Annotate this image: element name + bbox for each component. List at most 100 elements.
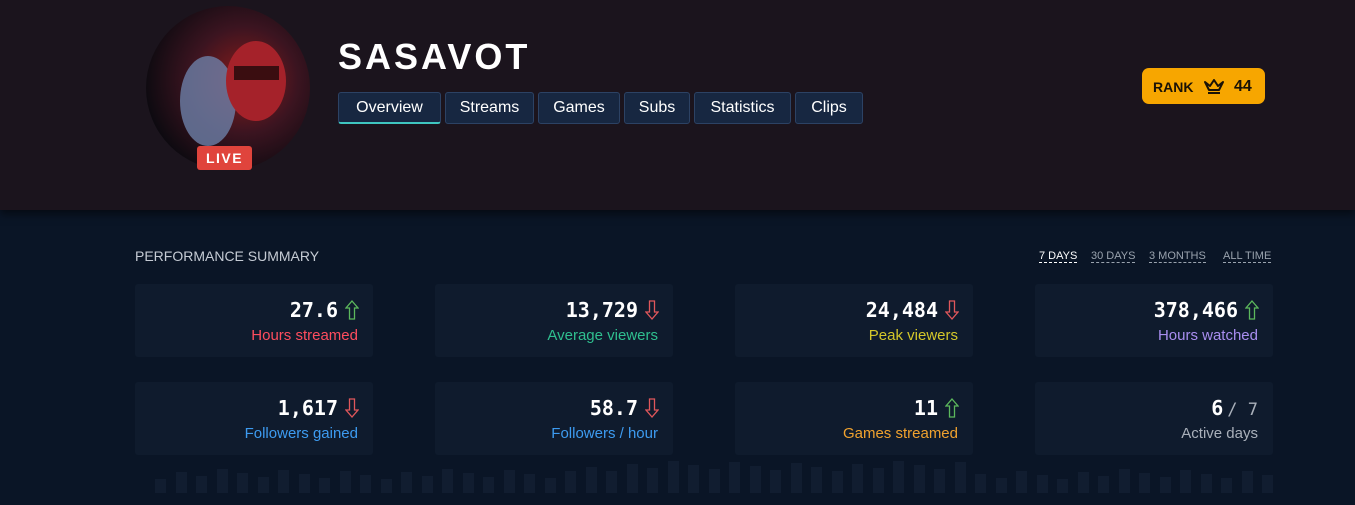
stat-label: Average viewers [547, 327, 658, 344]
rank-badge[interactable]: RANK 44 [1142, 68, 1265, 104]
background-bar [421, 476, 433, 493]
period-option[interactable]: 30 DAYS [1091, 250, 1136, 263]
background-bar [790, 463, 802, 493]
stat-number: 11 [913, 396, 938, 420]
channel-name: SASAVOT [338, 36, 531, 77]
stat-value: 11 [914, 396, 938, 420]
background-bar [893, 461, 904, 493]
background-bar [934, 469, 945, 493]
trend-down-icon [645, 300, 659, 320]
tab[interactable]: Games [538, 92, 620, 124]
stat-value: 378,466 [1154, 298, 1238, 322]
background-bar [319, 478, 330, 493]
background-bar [606, 471, 617, 493]
stat-label: Followers gained [244, 425, 358, 442]
background-bar [155, 479, 166, 493]
stat-number: 378,466 [1153, 298, 1238, 322]
rank-label: RANK [1153, 79, 1194, 95]
avatar[interactable] [146, 6, 310, 170]
background-bar [749, 466, 761, 493]
background-bar [954, 462, 966, 493]
background-bar [811, 467, 822, 493]
background-bar [770, 470, 781, 493]
background-bar [1139, 473, 1150, 493]
stat-label: Games streamed [842, 425, 958, 442]
background-bar [237, 473, 248, 493]
background-bar [1221, 478, 1232, 493]
background-bar [708, 469, 720, 493]
rank-value: 44 [1234, 78, 1252, 95]
background-bar [1159, 477, 1171, 493]
background-bar [196, 476, 207, 493]
background-bar [1262, 475, 1273, 493]
stat-card: 24,484 Peak viewers [735, 284, 973, 357]
background-bar [1016, 471, 1027, 493]
background-bar [688, 465, 699, 493]
background-bar [442, 469, 453, 493]
stat-card: 11 Games streamed [735, 382, 973, 455]
background-bar [298, 474, 310, 493]
stat-value: 13,729 [566, 298, 638, 322]
background-bar [831, 471, 843, 493]
stat-label: Peak viewers [868, 327, 958, 344]
background-bar [257, 477, 269, 493]
stat-label: Hours streamed [251, 327, 358, 344]
stat-number: 1,617 [277, 396, 338, 420]
background-bar [175, 472, 187, 493]
stat-card: 58.7 Followers / hour [435, 382, 673, 455]
background-bar [1098, 476, 1109, 493]
period-option[interactable]: 3 MONTHS [1149, 250, 1206, 263]
background-bar [1200, 474, 1212, 493]
background-bar [1036, 475, 1048, 493]
stat-value: 1,617 [278, 396, 338, 420]
background-bar [1057, 479, 1068, 493]
background-bar [1180, 470, 1191, 493]
stat-label: Followers / hour [551, 425, 658, 442]
crown-icon [1204, 79, 1224, 94]
background-bar [913, 465, 925, 493]
background-bar [483, 477, 494, 493]
stat-suffix: / 7 [1227, 400, 1258, 420]
background-bar [585, 467, 597, 493]
background-bar [647, 468, 658, 493]
background-bar [544, 478, 556, 493]
background-bar [565, 471, 576, 493]
stat-card: 1,617 Followers gained [135, 382, 373, 455]
background-bar [1241, 471, 1253, 493]
section-title: PERFORMANCE SUMMARY [135, 248, 320, 264]
stat-card: 378,466 Hours watched [1035, 284, 1273, 357]
trend-up-icon [345, 300, 359, 320]
tab[interactable]: Statistics [694, 92, 791, 124]
header: LIVE SASAVOT Overview Streams Games Subs Sta… [0, 0, 1355, 210]
stat-number: 27.6 [289, 298, 338, 322]
stat-number: 13,729 [565, 298, 638, 322]
background-bar [852, 464, 863, 493]
stat-value: 58.7 [590, 396, 638, 420]
period-option[interactable]: ALL TIME [1223, 250, 1272, 263]
period-option[interactable]: 7 DAYS [1039, 250, 1078, 263]
background-bar [667, 461, 679, 493]
trend-up-icon [945, 398, 959, 418]
background-bar [1077, 472, 1089, 493]
stat-number: 58.7 [589, 396, 638, 420]
avatar-art [180, 41, 286, 146]
trend-down-icon [345, 398, 359, 418]
tab[interactable]: Subs [624, 92, 690, 124]
trend-down-icon [945, 300, 959, 320]
stat-value: 27.6 [290, 298, 338, 322]
trend-down-icon [645, 398, 659, 418]
background-bar [872, 468, 884, 493]
background-bar [995, 478, 1007, 493]
tab[interactable]: Streams [445, 92, 534, 124]
background-bar [278, 470, 289, 493]
background-bar [975, 474, 986, 493]
tab[interactable]: Clips [795, 92, 863, 124]
background-bar [626, 464, 638, 493]
stat-number: 6 [1211, 396, 1224, 420]
background-bar [503, 470, 515, 493]
live-badge: LIVE [197, 146, 252, 170]
stat-card: 6/ 7 Active days [1035, 382, 1273, 455]
tab[interactable]: Overview [338, 92, 441, 124]
stat-label: Active days [1181, 425, 1258, 442]
